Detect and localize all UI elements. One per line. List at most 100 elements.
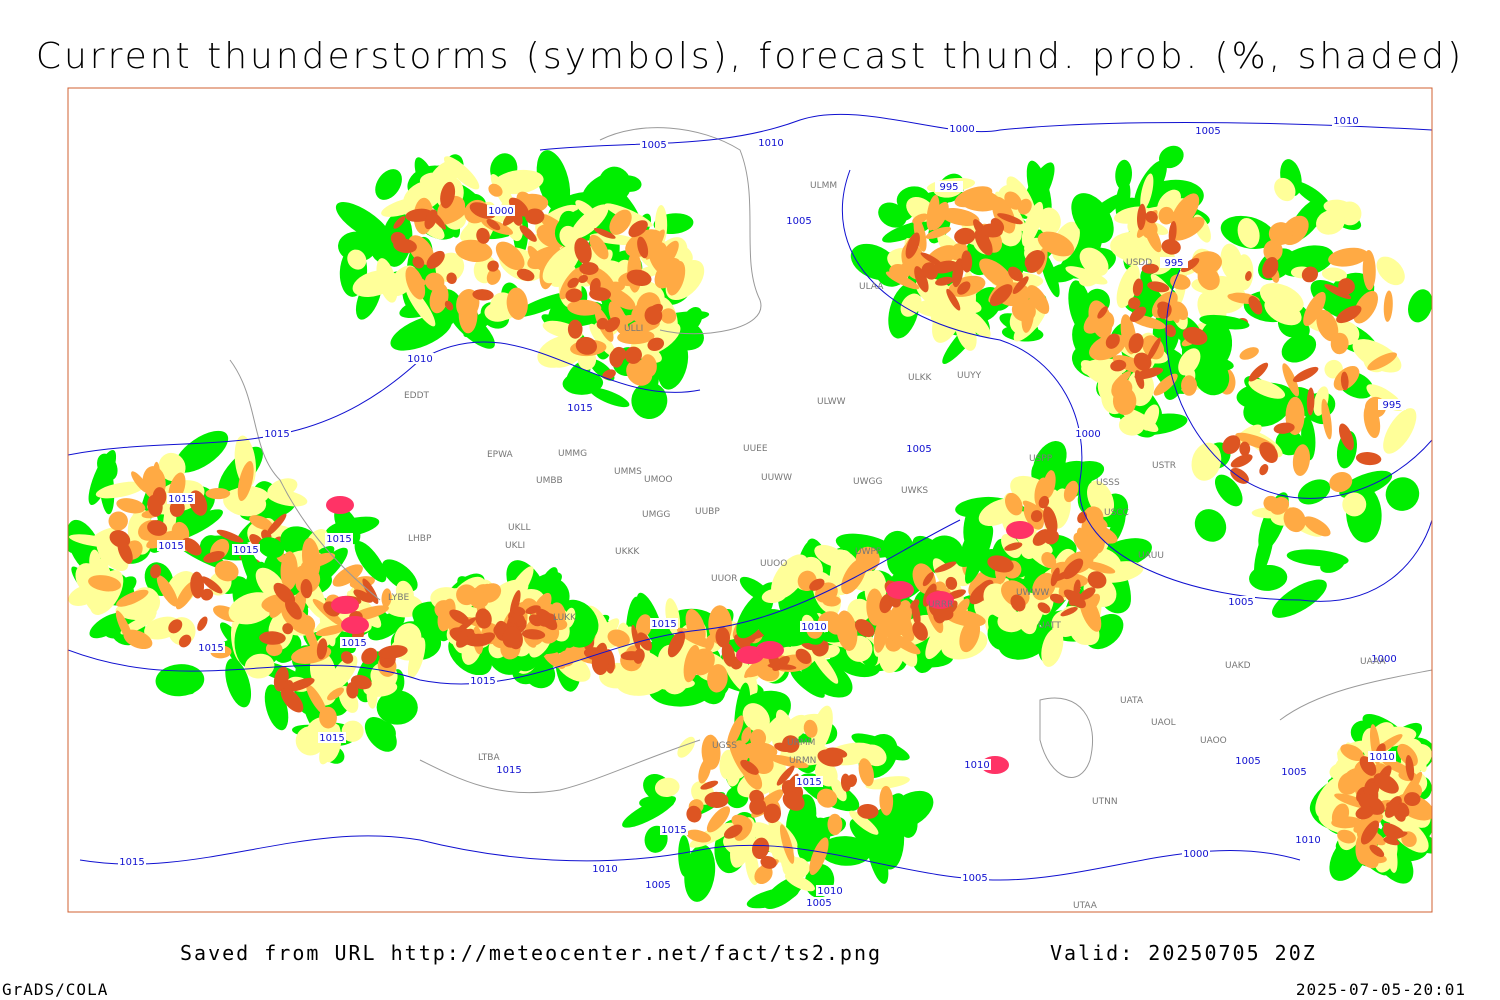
label-backdrop bbox=[340, 637, 368, 648]
shading-blob bbox=[940, 208, 980, 226]
shading-blob bbox=[660, 308, 677, 324]
shading-blob bbox=[905, 232, 920, 259]
shading-blob bbox=[914, 266, 929, 293]
isobar-label: 1005 bbox=[906, 444, 931, 455]
isobar-label: 1010 bbox=[592, 864, 617, 875]
shading-blob bbox=[1146, 337, 1161, 362]
station-code: USSS bbox=[1096, 478, 1120, 488]
shading-blob bbox=[795, 648, 812, 664]
station-code: USDD bbox=[1126, 258, 1152, 268]
shading-blob bbox=[740, 759, 759, 775]
coast bbox=[229, 359, 381, 601]
shading-blob bbox=[637, 236, 649, 259]
shading-blob bbox=[954, 227, 976, 245]
shading-blob bbox=[525, 605, 541, 615]
label-backdrop bbox=[800, 621, 828, 632]
station-code: UUYY bbox=[957, 371, 982, 381]
shading-blob bbox=[1073, 579, 1081, 597]
station-code: UMGG bbox=[642, 510, 670, 520]
shading-blob bbox=[286, 677, 315, 692]
shading-blob bbox=[1259, 464, 1269, 476]
shading-blob bbox=[1263, 239, 1283, 262]
station-code: UATT bbox=[1038, 621, 1061, 631]
shading-blob bbox=[223, 488, 267, 517]
shading-blob bbox=[200, 588, 214, 601]
shading-blob bbox=[954, 313, 977, 351]
isobar-label: 1015 bbox=[119, 857, 144, 868]
shading-blob bbox=[168, 619, 183, 634]
station-code: EPWA bbox=[487, 450, 514, 460]
shading-blob bbox=[1245, 271, 1252, 281]
shading-blob bbox=[1338, 278, 1355, 295]
shading-blob bbox=[1353, 290, 1378, 324]
isobar-label: 995 bbox=[1164, 258, 1183, 269]
shading-blob bbox=[512, 606, 526, 616]
shading-blob bbox=[506, 287, 528, 320]
shading-blob bbox=[847, 598, 872, 623]
map-area: 1005 101010001005100099510051010995101010… bbox=[67, 87, 1433, 913]
shading-blob bbox=[1362, 250, 1376, 291]
station-code: URMM bbox=[787, 738, 815, 748]
shading-blob bbox=[375, 169, 402, 200]
station-code: UTAA bbox=[1073, 901, 1098, 911]
shading-blob bbox=[814, 544, 848, 568]
shading-blob bbox=[912, 621, 928, 641]
shading-blob bbox=[857, 804, 906, 847]
isobar-label: 1005 bbox=[806, 898, 831, 909]
shading-blob bbox=[836, 610, 858, 651]
shading-blob bbox=[677, 736, 696, 758]
shading-blob bbox=[957, 281, 971, 295]
shading-blob bbox=[1292, 444, 1311, 476]
isobar-label: 1005 bbox=[1281, 767, 1306, 778]
shading-blob bbox=[1273, 422, 1295, 434]
isobar-label: 1010 bbox=[801, 622, 826, 633]
shading-blob bbox=[1320, 556, 1345, 573]
shading-blob bbox=[854, 619, 875, 638]
station-code: LHBP bbox=[408, 534, 432, 544]
shading-blob bbox=[440, 181, 456, 209]
shading-blob bbox=[225, 658, 252, 708]
shading-blob bbox=[464, 633, 493, 647]
shading-blob bbox=[741, 742, 778, 761]
shading-blob bbox=[974, 229, 993, 256]
isobar-label: 1015 bbox=[168, 494, 193, 505]
shading-blob bbox=[327, 687, 344, 701]
shading-blob bbox=[1115, 159, 1132, 190]
shading-blob bbox=[686, 805, 702, 823]
shading-blob bbox=[259, 631, 286, 645]
shading-blob bbox=[596, 317, 609, 330]
shading-blob bbox=[1249, 564, 1288, 591]
shading-blob bbox=[885, 271, 920, 290]
shading-blob bbox=[1133, 352, 1152, 371]
label-backdrop bbox=[948, 123, 976, 134]
shading-blob bbox=[1178, 348, 1201, 376]
shading-blob bbox=[95, 481, 145, 499]
shading-blob bbox=[1129, 306, 1147, 322]
shading-blob bbox=[171, 521, 190, 544]
shading-blob bbox=[455, 239, 493, 263]
isobar-label: 1005 bbox=[1228, 597, 1253, 608]
isobar-label: 1005 bbox=[1195, 126, 1220, 137]
shading-blob bbox=[1080, 550, 1099, 564]
shading-blob bbox=[300, 579, 313, 599]
shading-blob bbox=[315, 624, 348, 637]
shading-blob bbox=[460, 209, 505, 242]
shading-blob bbox=[1008, 266, 1023, 282]
shading-blob bbox=[1134, 367, 1164, 380]
software-credit: GrADS/COLA bbox=[2, 980, 108, 999]
shading-blob bbox=[1383, 290, 1393, 322]
shading-blob bbox=[602, 369, 616, 380]
station-code: USCC bbox=[1104, 508, 1129, 518]
shading-blob bbox=[925, 226, 952, 239]
shading-blob bbox=[1230, 454, 1253, 468]
shading-blob bbox=[700, 780, 719, 790]
shading-blob bbox=[1268, 222, 1293, 245]
shading-blob bbox=[589, 234, 609, 260]
shading-blob bbox=[493, 624, 506, 637]
station-code: UWPP bbox=[855, 547, 882, 557]
shading-blob bbox=[858, 758, 874, 787]
shading-blob bbox=[593, 227, 616, 239]
shading-blob bbox=[657, 338, 689, 390]
shading-blob bbox=[1337, 772, 1361, 795]
shading-blob bbox=[1194, 509, 1227, 542]
